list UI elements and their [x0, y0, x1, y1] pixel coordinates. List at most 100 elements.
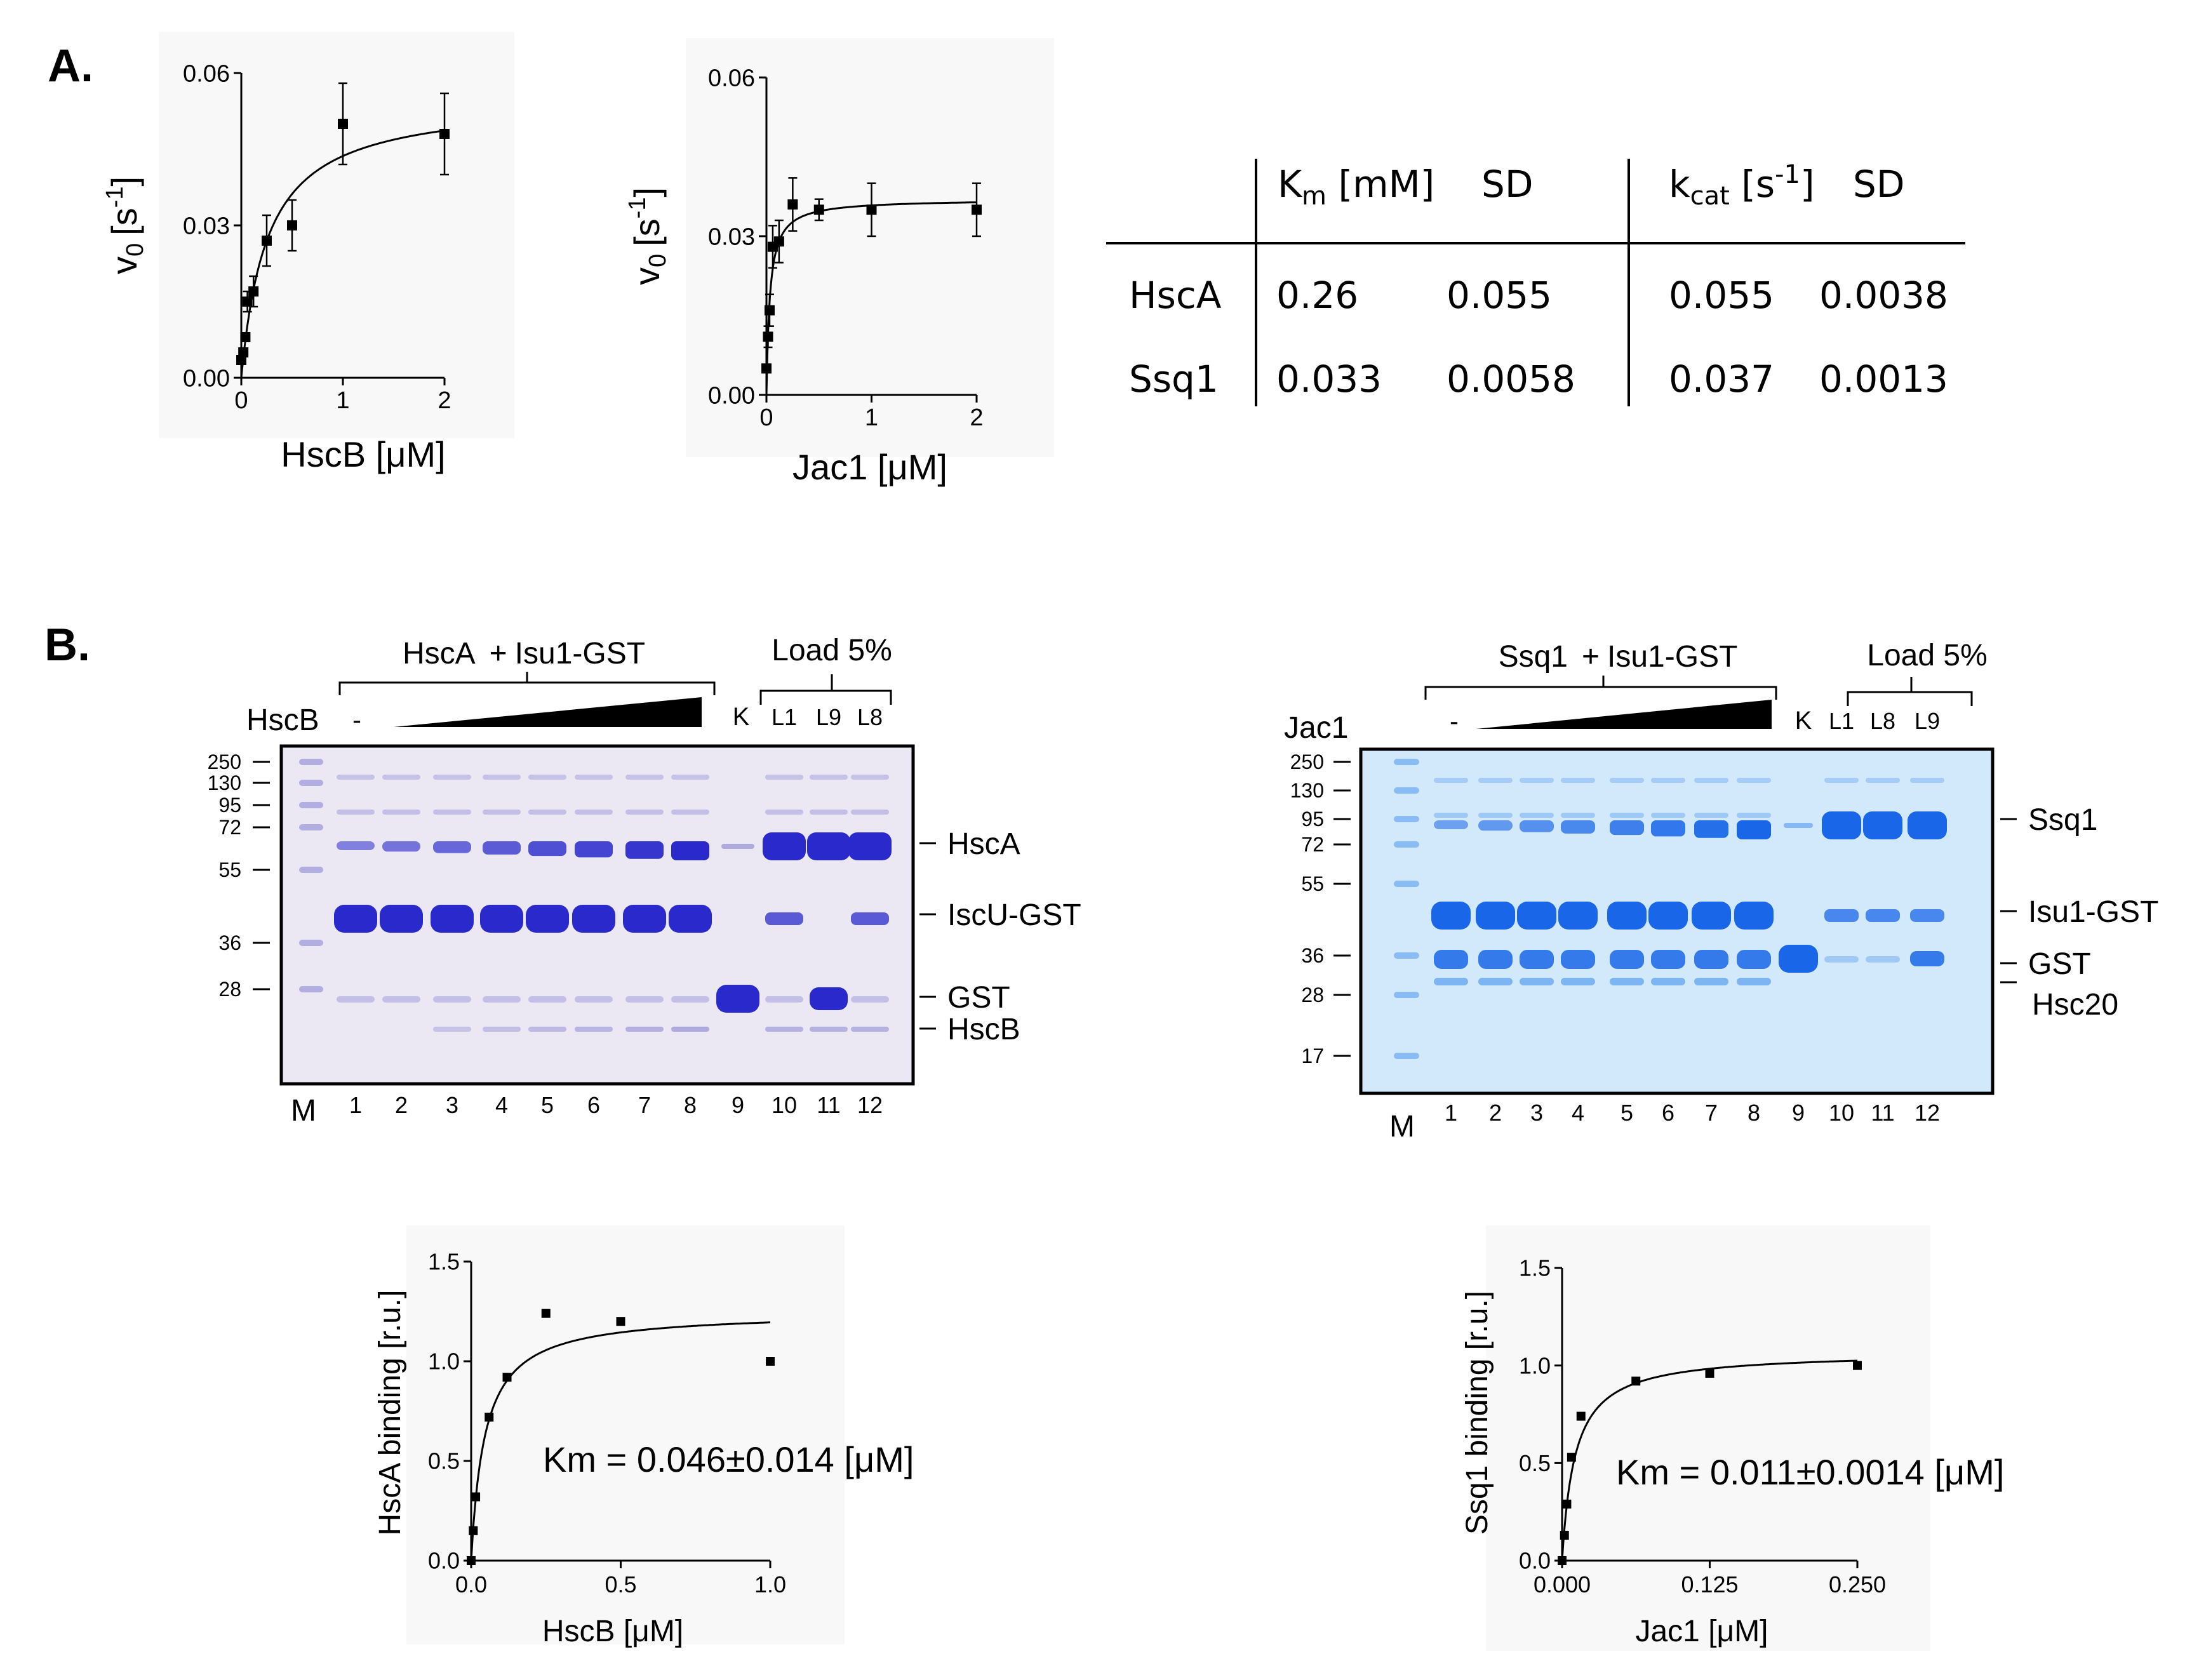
band-cochaperone	[433, 1027, 471, 1032]
y-label-v: v	[627, 267, 667, 285]
x-axis-label: Jac1 [μM]	[1635, 1615, 1768, 1648]
band-faint	[337, 996, 375, 1003]
marker-lane-label: M	[1389, 1110, 1415, 1143]
x-tick-label: 0.0	[455, 1571, 487, 1597]
chart-background	[1486, 1225, 1930, 1651]
band-gst	[1910, 951, 1944, 966]
no-cofactor-label: -	[1450, 706, 1459, 736]
band-faint	[851, 996, 889, 1003]
data-point	[541, 1309, 551, 1318]
band-chaperone	[575, 841, 613, 858]
marker-band	[1394, 1053, 1419, 1059]
marker-band	[299, 986, 323, 992]
svg-text:v0[s-1]: v0 [s-1]	[102, 177, 149, 274]
x-tick-label: 2	[970, 404, 983, 431]
y-label-unit: [s	[104, 208, 144, 236]
data-point	[287, 220, 297, 230]
band-faint	[851, 810, 889, 815]
lane-number: 2	[395, 1092, 408, 1118]
y-label-unit: [s	[627, 218, 667, 246]
lane-number: 6	[1662, 1100, 1674, 1126]
data-point	[1631, 1377, 1641, 1386]
y-axis-label: Ssq1 binding [r.u.]	[1460, 1291, 1494, 1535]
band-substrate	[1734, 902, 1774, 930]
data-point	[471, 1492, 481, 1502]
marker-band	[299, 940, 323, 946]
table-row: HscA 0.26 0.055 0.055 0.0038	[1129, 274, 1948, 317]
chart-background	[159, 32, 514, 438]
k-lane-label: K	[1795, 707, 1812, 735]
band-label: GST	[2028, 947, 2091, 981]
chart-jac1-rate: 0.000.030.060 1 2 Jac1 [μM] v0[s-1]	[624, 38, 1054, 487]
band-chaperone	[1737, 820, 1771, 839]
mw-marker-label: 36	[218, 931, 241, 954]
row-name: Ssq1	[1129, 357, 1219, 401]
band-label: IscU-GST	[947, 898, 1081, 932]
table-header-km: Km [mM]	[1278, 163, 1434, 211]
gel-ssq1: Ssq1 + Isu1-GST Load 5% Jac1 - K L1 L8 L9 25…	[1284, 639, 2158, 1143]
band-faint	[1610, 778, 1644, 783]
lane-number: 9	[1792, 1100, 1805, 1126]
band-cochaperone	[1561, 978, 1595, 985]
y-label-sub: 0	[645, 254, 671, 267]
band-label: HscA	[947, 827, 1020, 861]
band-faint	[575, 810, 613, 815]
y-axis-label: HscA binding [r.u.]	[373, 1290, 407, 1536]
row-kcat-sd: 0.0013	[1819, 357, 1948, 401]
data-point	[238, 347, 249, 357]
band-faint	[1824, 956, 1859, 963]
lane-number: 2	[1489, 1100, 1502, 1126]
load-bracket	[1847, 677, 1973, 706]
table-row: Ssq1 0.033 0.0058 0.037 0.0013	[1129, 357, 1948, 401]
band-faint	[1910, 778, 1944, 783]
lane-number: 12	[857, 1092, 883, 1118]
band-substrate	[1648, 902, 1688, 930]
y-tick-label: 0.00	[183, 365, 230, 392]
mw-marker-label: 28	[218, 978, 241, 1001]
mw-marker-label: 250	[208, 750, 241, 773]
band-substrate	[851, 912, 889, 925]
lane-number: 5	[541, 1092, 554, 1118]
data-point	[467, 1556, 476, 1565]
load-label: Load 5%	[1867, 639, 1988, 672]
band-label: Hsc20	[2032, 988, 2118, 1022]
concentration-wedge	[1476, 700, 1772, 729]
km-annotation: Km = 0.046±0.014 [μM]	[543, 1439, 914, 1479]
band-faint	[1478, 813, 1513, 818]
data-point	[338, 119, 348, 129]
y-tick-label: 0.5	[1519, 1450, 1551, 1476]
band-cochaperone	[1694, 978, 1728, 985]
lane-number: 8	[684, 1092, 697, 1118]
band-chaperone	[382, 841, 420, 852]
chart-hscb-rate: 0.000.030.060 1 2 HscB [μM] v0[s-1]	[102, 32, 514, 474]
band-chaperone	[433, 841, 471, 853]
band-faint	[575, 996, 613, 1003]
data-point	[240, 332, 251, 342]
lane-number: 1	[349, 1092, 362, 1118]
data-point	[763, 331, 773, 342]
band-substrate	[1476, 902, 1515, 930]
mw-marker-label: 72	[218, 816, 241, 839]
km-annotation: Km = 0.011±0.0014 [μM]	[1616, 1452, 2004, 1492]
band-faint	[337, 775, 375, 780]
x-tick-label: 0.5	[605, 1571, 636, 1597]
band-substrate	[1558, 902, 1598, 930]
band-faint	[483, 810, 521, 815]
lane-number: 12	[1915, 1100, 1940, 1126]
mw-marker-label: 17	[1301, 1044, 1324, 1067]
data-point	[242, 297, 253, 307]
marker-band	[299, 780, 323, 786]
band-gst	[1434, 950, 1468, 969]
chart-background	[686, 38, 1054, 457]
band-label: Ssq1	[2028, 803, 2097, 837]
data-point	[485, 1412, 494, 1422]
band-faint	[433, 810, 471, 815]
marker-band	[299, 867, 323, 873]
x-tick-label: 0.250	[1829, 1571, 1886, 1597]
band-gst	[1779, 945, 1818, 973]
band-substrate	[669, 905, 712, 933]
band-chaperone	[1822, 811, 1861, 839]
data-point	[1705, 1368, 1714, 1378]
band-cochaperone	[810, 1027, 848, 1032]
gel-group-label: Ssq1 + Isu1-GST	[1499, 640, 1738, 674]
